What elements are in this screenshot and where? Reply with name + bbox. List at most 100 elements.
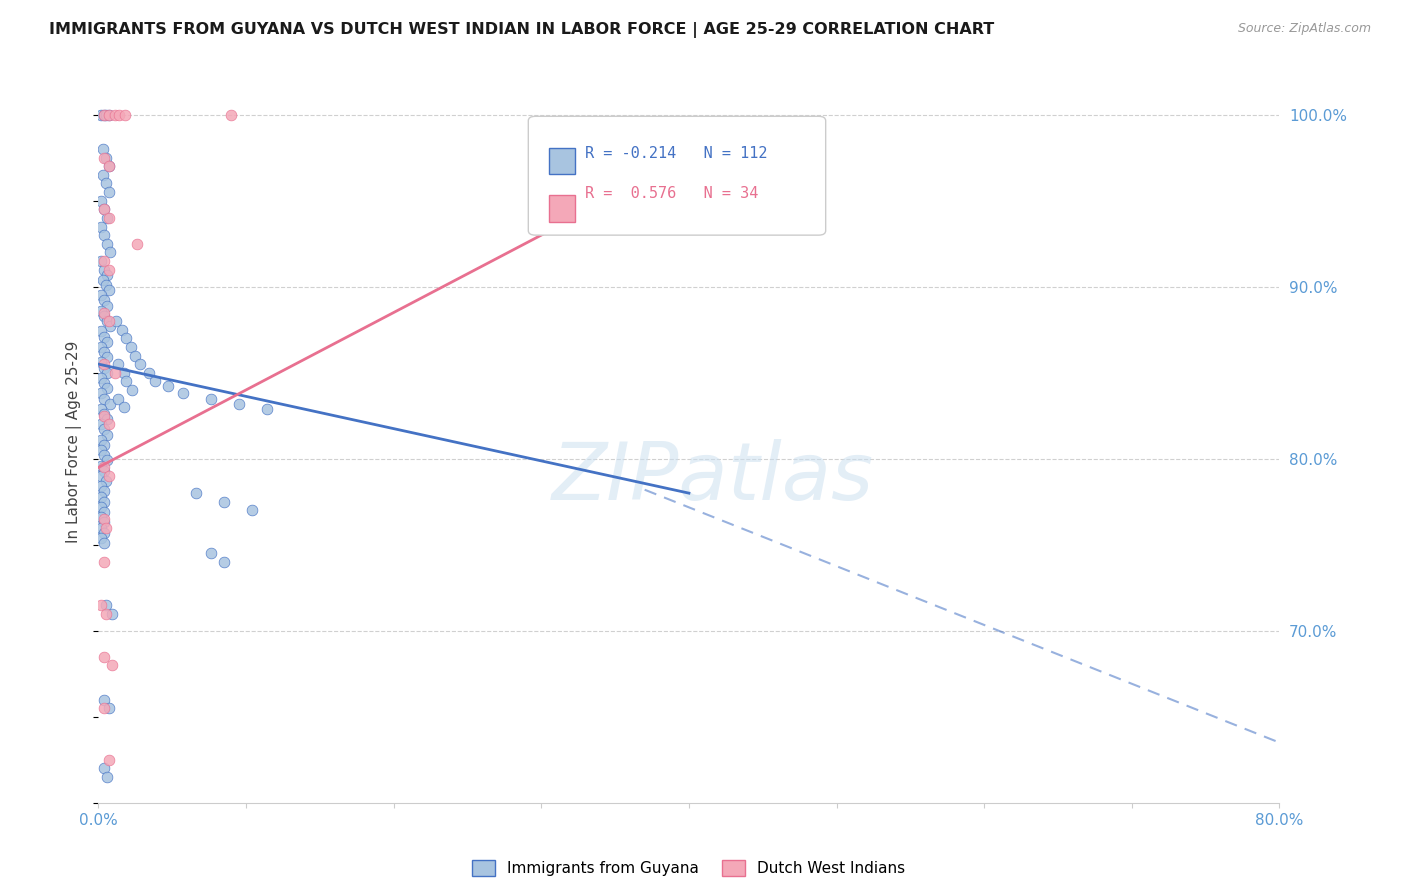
Point [97, 417, 120, 432]
Point [90, 386, 112, 401]
Point [93, 512, 115, 526]
Point [94, 474, 117, 488]
Point [97, 283, 120, 297]
Point [93, 484, 115, 499]
Point [91, 273, 114, 287]
Point [97, 108, 120, 122]
Point [115, 331, 138, 345]
Point [93, 409, 115, 423]
Point [156, 379, 179, 393]
Point [94, 598, 117, 612]
Point [98, 319, 121, 334]
Point [112, 400, 135, 414]
Point [93, 202, 115, 217]
Point [94, 607, 117, 621]
Point [100, 658, 122, 673]
Point [90, 510, 112, 524]
Point [96, 236, 118, 251]
Point [96, 427, 118, 442]
Point [98, 397, 121, 411]
Point [93, 360, 115, 375]
Point [93, 253, 115, 268]
Point [228, 397, 250, 411]
Point [93, 460, 115, 475]
Point [115, 374, 138, 388]
Point [200, 546, 222, 560]
Point [97, 159, 120, 173]
Point [104, 108, 127, 122]
Point [256, 401, 278, 416]
Point [200, 392, 222, 406]
Point [90, 479, 112, 493]
Point [143, 374, 166, 388]
Point [240, 503, 263, 517]
Point [90, 340, 112, 354]
Point [107, 392, 129, 406]
Point [94, 520, 117, 534]
Point [104, 366, 127, 380]
Point [90, 433, 112, 447]
Point [96, 412, 118, 426]
Point [221, 108, 243, 122]
Point [93, 649, 115, 664]
Point [212, 555, 235, 569]
Point [96, 770, 118, 784]
Point [93, 761, 115, 775]
Text: IMMIGRANTS FROM GUYANA VS DUTCH WEST INDIAN IN LABOR FORCE | AGE 25-29 CORRELATI: IMMIGRANTS FROM GUYANA VS DUTCH WEST IND… [49, 22, 994, 38]
Point [97, 262, 120, 277]
Point [93, 448, 115, 462]
Point [107, 357, 129, 371]
Point [96, 366, 118, 380]
Point [93, 701, 115, 715]
Point [93, 262, 115, 277]
Point [184, 486, 207, 500]
Legend: Immigrants from Guyana, Dutch West Indians: Immigrants from Guyana, Dutch West India… [467, 854, 911, 882]
Point [97, 314, 120, 328]
Text: R =  0.576   N = 34: R = 0.576 N = 34 [585, 186, 758, 201]
Point [93, 692, 115, 706]
Point [93, 407, 115, 421]
Y-axis label: In Labor Force | Age 25-29: In Labor Force | Age 25-29 [66, 341, 83, 542]
Text: R = -0.214   N = 112: R = -0.214 N = 112 [585, 145, 768, 161]
Point [97, 701, 120, 715]
Point [90, 443, 112, 458]
Point [212, 494, 235, 508]
Point [97, 753, 120, 767]
Point [93, 305, 115, 319]
Point [121, 383, 143, 397]
Point [97, 469, 120, 483]
Point [111, 323, 134, 337]
Point [93, 329, 115, 343]
Point [90, 219, 112, 234]
Point [96, 453, 118, 467]
Point [96, 314, 118, 328]
Point [90, 469, 112, 483]
Point [90, 355, 112, 369]
Point [90, 500, 112, 514]
Point [93, 494, 115, 508]
Point [172, 386, 194, 401]
Point [97, 159, 120, 173]
Point [96, 381, 118, 395]
Point [97, 211, 120, 225]
Point [100, 607, 122, 621]
Point [97, 108, 120, 122]
Point [97, 185, 120, 199]
Point [91, 142, 114, 156]
Point [128, 357, 150, 371]
Point [93, 376, 115, 390]
Point [108, 108, 131, 122]
Point [90, 417, 112, 432]
Point [90, 194, 112, 208]
Point [93, 516, 115, 530]
Point [93, 555, 115, 569]
Point [98, 245, 121, 260]
Point [91, 168, 114, 182]
Point [93, 202, 115, 217]
Point [93, 293, 115, 308]
Point [96, 268, 118, 282]
Point [96, 211, 118, 225]
Point [93, 345, 115, 359]
Point [90, 371, 112, 385]
Point [90, 598, 112, 612]
